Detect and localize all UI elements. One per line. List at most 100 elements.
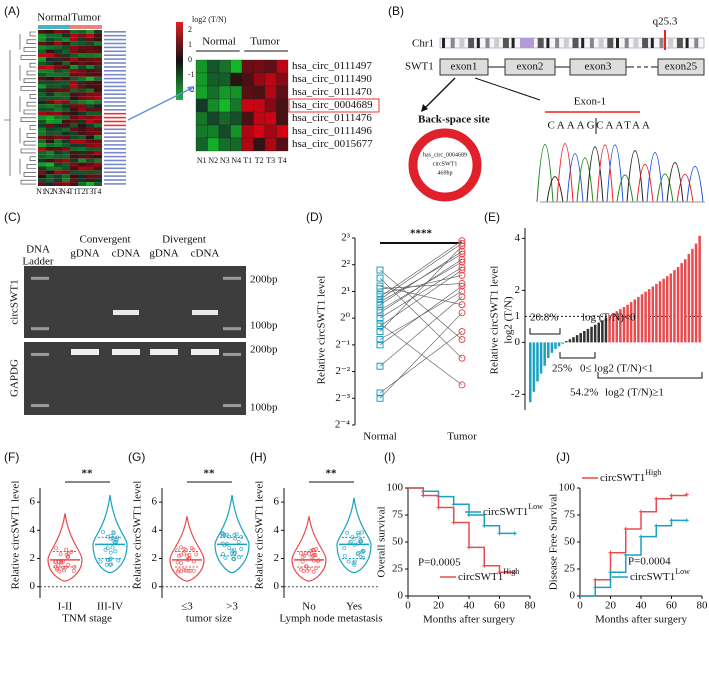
text: N3 [220,156,230,165]
bracket [597,372,703,379]
bar [633,299,637,343]
text: T2 [255,156,264,165]
heat-cell [62,162,70,167]
dot [53,564,58,569]
chr-band [642,38,649,48]
row-label [104,124,126,127]
heat-cell [38,69,46,73]
heat-cell [78,111,86,116]
heat-cell [94,119,102,124]
heat-cell [207,98,220,113]
censor [512,570,517,575]
survival-curve [580,519,687,597]
bar [658,281,662,343]
pair-line [379,331,463,394]
dot [355,552,360,556]
dot [345,530,350,535]
heat-cell [94,53,102,58]
heat-cell [70,33,78,38]
heat-cell [62,127,70,132]
heat-cell [38,154,46,159]
exon [657,58,705,76]
text: ≤3 [181,601,193,613]
text: T3 [266,156,275,165]
legend-sup: Low [528,502,543,511]
heat-cell [46,127,54,132]
heat-cell [38,108,46,112]
heat-cell [62,104,70,108]
chr-band [450,38,455,48]
text: T3 [85,187,94,196]
heat-cell [38,61,46,66]
y-tick-label: 25 [564,563,576,575]
y-tick-label: 4 [515,232,521,244]
heat-cell [38,135,46,140]
heat-cell [241,59,254,74]
heat-cell [207,72,220,87]
heat-cell [78,61,86,66]
legend-tick: 2 [188,25,192,34]
dot [194,552,199,557]
dot [105,546,110,551]
text: log2 (T/N)≥1 [605,387,664,399]
bar [694,243,698,343]
dot [181,551,186,556]
chromatogram-peak [636,164,654,203]
band [71,349,99,355]
point [458,354,466,362]
bar [601,320,604,343]
dot [116,558,121,563]
heat-cell [54,182,62,186]
panel-label: (J) [556,450,570,464]
text: 25% [552,363,572,375]
legend-label: circSWT1Low [630,567,690,583]
legend-tick: -1 [188,70,195,79]
heat-cell [78,131,86,136]
heat-cell [38,45,46,50]
heat-cell [46,166,54,171]
x-tick-label: 80 [525,600,537,612]
chromatogram-peak [596,144,614,203]
heat-cell [70,96,78,101]
heat-cell [78,123,86,128]
chr-band [502,38,509,48]
heat-cell [70,135,78,140]
heat-cell [94,65,102,69]
dot [222,533,227,538]
heat-cell [230,59,243,74]
heat-cell [54,80,62,85]
heat-cell [276,59,289,74]
heat-cell [94,174,102,179]
dot [58,552,63,557]
heat-cell [78,30,86,34]
bar [575,335,579,343]
x-tick-label: 20 [605,600,617,612]
heat-cell [54,33,62,38]
heat-cell [54,170,62,175]
violin [291,516,327,582]
text: DNA [26,244,50,256]
heat-cell [253,72,266,87]
heat-cell [54,84,62,89]
legend-name: circSWT1 [458,571,503,583]
survival-curve [408,487,515,573]
heat-cell [46,119,54,124]
heat-cell [94,45,102,50]
heat-cell [78,174,86,179]
dot [179,545,183,550]
row-label [104,70,126,72]
heat-cell [94,178,102,183]
pair-line [379,312,463,399]
heat-cell [54,119,62,124]
pair-line [379,253,463,303]
text: Relative circSWT1 level [316,276,328,385]
heat-cell [86,139,94,144]
heat-cell [62,33,70,38]
heat-cell [38,80,46,85]
heat-cell [70,72,78,77]
ladder-band [31,404,49,408]
chr-centromere [520,38,534,48]
heat-cell [46,92,54,97]
bar [680,263,683,343]
row-label [104,128,126,131]
